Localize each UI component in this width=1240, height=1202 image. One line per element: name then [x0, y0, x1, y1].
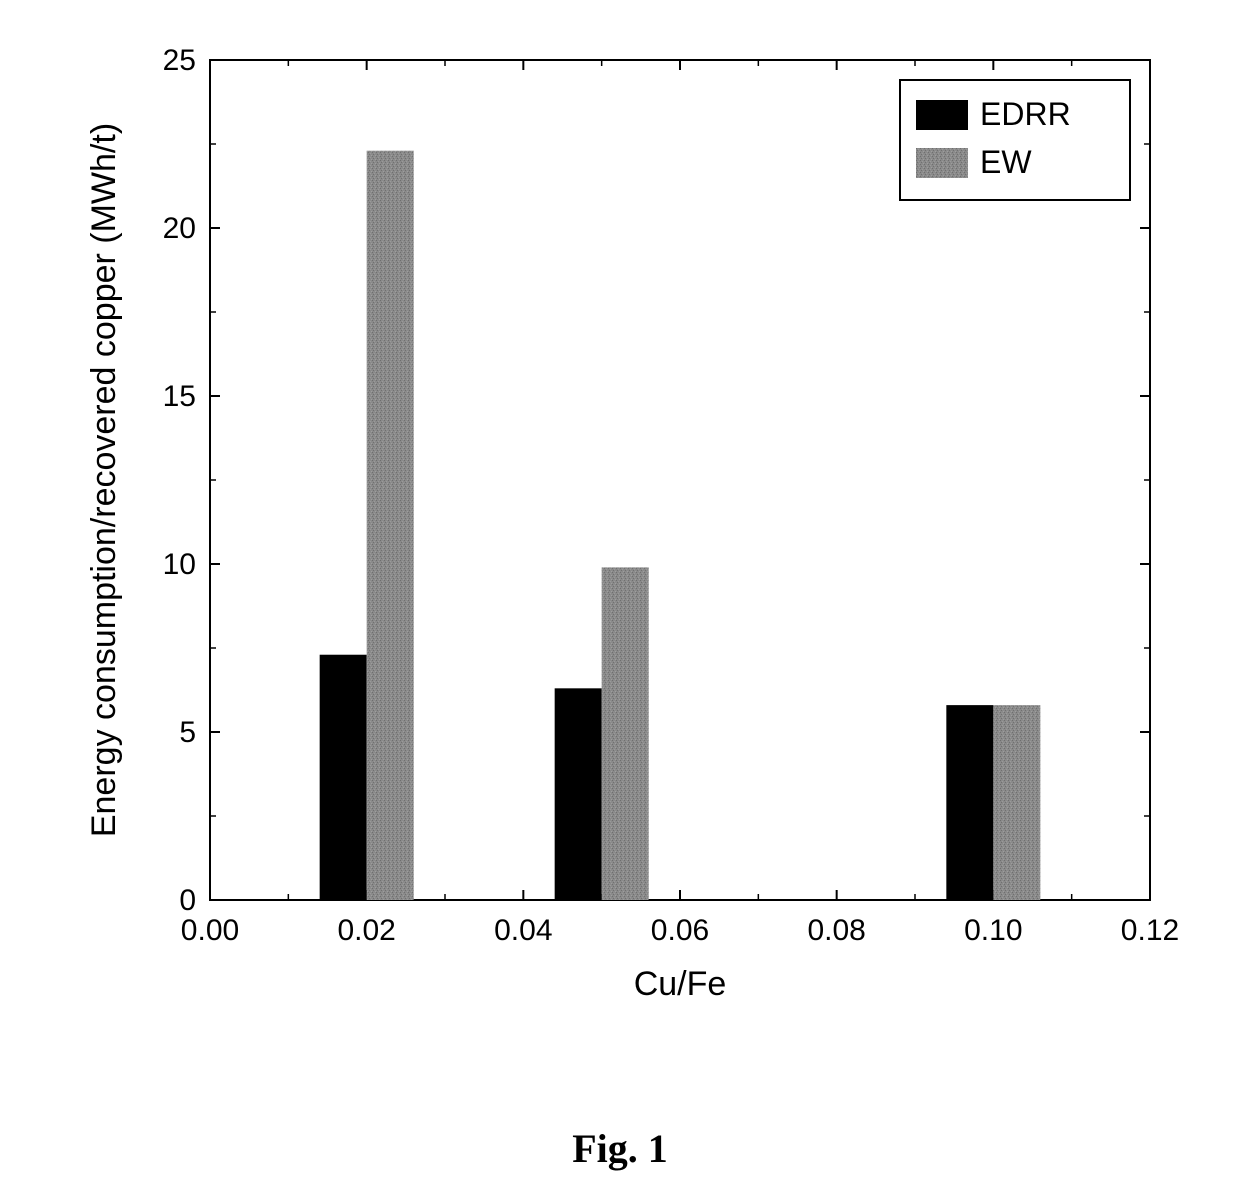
legend: EDRR EW: [900, 80, 1130, 200]
chart-container: 0 5 10 15 20 25 0.00 0.02 0.04 0.06 0.08 0.10 0.12 Cu…: [60, 40, 1180, 1040]
y-tick-label: 10: [163, 548, 196, 581]
x-tick-label: 0.00: [181, 914, 239, 947]
bar-edrr: [320, 655, 367, 900]
bar-ew: [367, 151, 414, 900]
figure-caption: Fig. 1: [0, 1125, 1240, 1172]
bar-edrr: [946, 705, 993, 900]
bar-ew: [993, 705, 1040, 900]
y-tick-label: 25: [163, 44, 196, 77]
y-tick-label: 15: [163, 380, 196, 413]
y-axis-label: Energy consumption/recovered copper (MWh…: [85, 123, 123, 837]
y-tick-label: 0: [179, 884, 196, 917]
bar-edrr: [555, 688, 602, 900]
legend-label-edrr: EDRR: [980, 96, 1071, 132]
x-tick-label: 0.12: [1121, 914, 1179, 947]
x-tick-label: 0.06: [651, 914, 709, 947]
x-tick-label: 0.10: [964, 914, 1022, 947]
x-tick-label: 0.08: [807, 914, 865, 947]
x-tick-label: 0.02: [337, 914, 395, 947]
legend-label-ew: EW: [980, 144, 1032, 180]
y-tick-label: 5: [179, 716, 196, 749]
legend-swatch-ew: [916, 148, 968, 178]
x-axis-label: Cu/Fe: [634, 965, 727, 1003]
x-tick-label: 0.04: [494, 914, 552, 947]
legend-swatch-edrr: [916, 100, 968, 130]
bar-ew: [602, 567, 649, 900]
y-tick-label: 20: [163, 212, 196, 245]
bar-chart: 0 5 10 15 20 25 0.00 0.02 0.04 0.06 0.08 0.10 0.12 Cu…: [60, 40, 1180, 1040]
page: 0 5 10 15 20 25 0.00 0.02 0.04 0.06 0.08 0.10 0.12 Cu…: [0, 0, 1240, 1202]
